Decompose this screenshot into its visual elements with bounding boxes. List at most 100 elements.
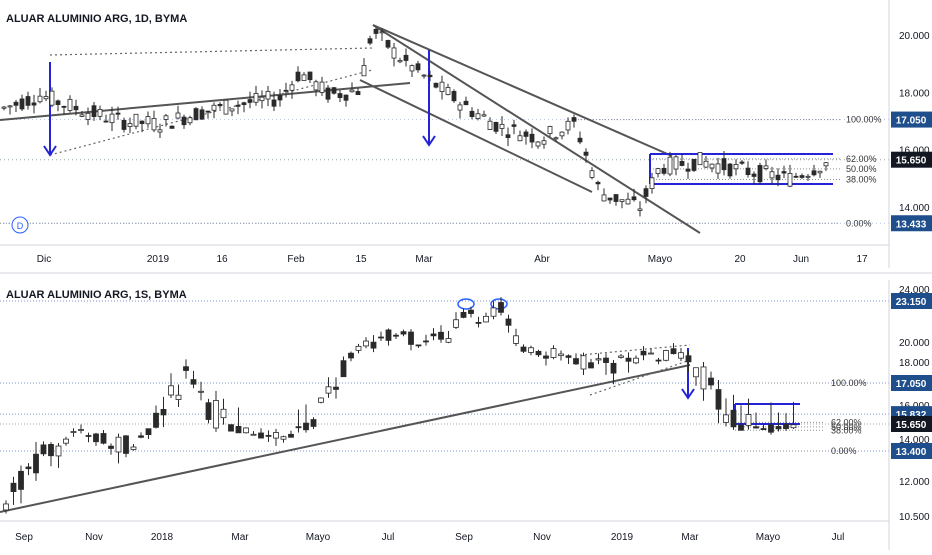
daily-time-tick-label: 16 xyxy=(216,254,228,265)
weekly-time-axis[interactable]: Sep Nov 2018 Mar Mayo Jul Sep Nov 2019 Mar Mayo Jul xyxy=(0,520,889,543)
weekly-candle-body xyxy=(535,350,542,356)
weekly-candle-body xyxy=(775,426,782,430)
daily-candle-body xyxy=(85,112,91,121)
daily-candle-body xyxy=(595,181,601,185)
daily-candle-body xyxy=(637,208,643,211)
daily-candle-body xyxy=(235,104,241,107)
daily-candle-body xyxy=(139,120,145,124)
weekly-candle-body xyxy=(528,347,534,353)
weekly-price-tick-label: 14.000 xyxy=(899,435,930,446)
weekly-price-tick-label: 24.000 xyxy=(899,285,930,296)
daily-candle-body xyxy=(91,105,97,117)
daily-candle-body xyxy=(25,96,31,106)
daily-candle-body xyxy=(553,137,559,140)
daily-candle-body xyxy=(187,117,193,124)
daily-candle-body xyxy=(97,109,103,117)
daily-time-axis[interactable]: Dic 2019 16 Feb 15 Mar Abr Mayo 20 Jun 17 xyxy=(0,244,889,265)
daily-candle-body xyxy=(583,151,589,156)
daily-candle-body xyxy=(811,170,817,176)
weekly-candle-body xyxy=(153,412,159,428)
weekly-candle-body xyxy=(603,357,609,363)
weekly-candle-body xyxy=(10,482,17,493)
weekly-candle-body xyxy=(205,402,212,420)
daily-candle-body xyxy=(649,177,655,189)
daily-candle-body xyxy=(757,165,763,183)
daily-candle-body xyxy=(799,175,805,178)
daily-candle-body xyxy=(217,103,223,107)
weekly-candle-body xyxy=(168,385,174,396)
daily-candle-body xyxy=(289,84,295,91)
weekly-price-tick-label: 20.000 xyxy=(899,338,930,349)
weekly-candle-body xyxy=(408,331,414,345)
daily-candle-body xyxy=(349,89,355,93)
daily-candle-body xyxy=(313,81,319,91)
weekly-candle-body xyxy=(415,344,422,347)
daily-chart-panel[interactable]: ALUAR ALUMINIO ARG, 1D, BYMA 100.00% 62.0… xyxy=(0,0,932,268)
weekly-candle-body xyxy=(378,336,384,339)
daily-candle-body xyxy=(31,102,37,106)
weekly-candle-body xyxy=(333,386,339,390)
weekly-candle-body xyxy=(460,311,467,318)
daily-price-axis[interactable]: 14.000 16.000 18.000 20.000 17.050 15.650 13.4… xyxy=(888,0,932,268)
daily-candle-body xyxy=(607,197,613,201)
daily-candle-body xyxy=(301,74,307,81)
daily-candle-body xyxy=(109,113,115,124)
daily-candle-body xyxy=(499,123,505,129)
weekly-candles xyxy=(3,297,797,514)
daily-candle-body xyxy=(709,163,715,169)
daily-candle-body xyxy=(601,194,607,202)
daily-price-badge-label: 13.433 xyxy=(896,219,927,230)
daily-candle-body xyxy=(55,100,61,105)
weekly-candle-body xyxy=(78,429,84,431)
weekly-candle-body xyxy=(138,435,144,438)
daily-triangle-bottom xyxy=(49,69,373,156)
daily-candle-body xyxy=(163,115,169,120)
daily-price-gridlines xyxy=(0,119,889,224)
weekly-candle-body xyxy=(790,424,797,429)
daily-candle-body xyxy=(529,133,535,143)
weekly-candle-body xyxy=(588,362,594,369)
daily-candle-body xyxy=(475,113,481,119)
daily-candle-body xyxy=(613,194,619,202)
daily-candle-body xyxy=(367,38,373,44)
weekly-candle-body xyxy=(670,348,677,355)
weekly-candle-body xyxy=(715,389,722,410)
daily-candle-body xyxy=(577,137,583,143)
daily-candle-body xyxy=(691,158,697,171)
weekly-candle-body xyxy=(303,422,309,431)
daily-candle-body xyxy=(19,98,25,110)
daily-candle-body xyxy=(733,164,739,170)
weekly-time-tick-label: Sep xyxy=(15,532,33,543)
daily-candle-body xyxy=(133,113,139,127)
daily-candle-body xyxy=(199,109,205,120)
weekly-candle-body xyxy=(145,428,152,435)
daily-candle-body xyxy=(643,188,649,197)
weekly-candle-body xyxy=(25,466,32,470)
daily-candle-body xyxy=(259,96,265,102)
weekly-price-badge-label: 13.400 xyxy=(896,447,927,458)
weekly-candle-body xyxy=(183,366,189,371)
weekly-candle-body xyxy=(250,433,257,436)
weekly-candle-body xyxy=(63,438,69,444)
daily-candle-body xyxy=(145,116,151,125)
weekly-candle-body xyxy=(678,352,684,359)
weekly-double-top-marker xyxy=(457,298,475,310)
daily-candle-body xyxy=(715,163,721,174)
daily-candle-body xyxy=(361,65,367,77)
weekly-candle-body xyxy=(213,400,219,429)
weekly-chart-panel[interactable]: ALUAR ALUMINIO ARG, 1S, BYMA 100.00% 62.0… xyxy=(0,280,932,550)
daily-candle-body xyxy=(169,125,175,129)
weekly-candle-body xyxy=(340,360,347,378)
daily-candle-body xyxy=(211,104,217,111)
weekly-price-badge xyxy=(891,375,932,391)
weekly-candle-body xyxy=(423,340,429,343)
daily-candle-body xyxy=(703,160,709,168)
weekly-price-axis[interactable]: 10.50012.00014.00016.00018.00020.00024.0… xyxy=(888,280,932,550)
weekly-candle-body xyxy=(520,346,527,352)
weekly-candle-body xyxy=(640,350,647,356)
weekly-candle-body xyxy=(745,414,752,426)
weekly-candle-body xyxy=(558,353,564,357)
daily-candle-body xyxy=(433,82,439,88)
